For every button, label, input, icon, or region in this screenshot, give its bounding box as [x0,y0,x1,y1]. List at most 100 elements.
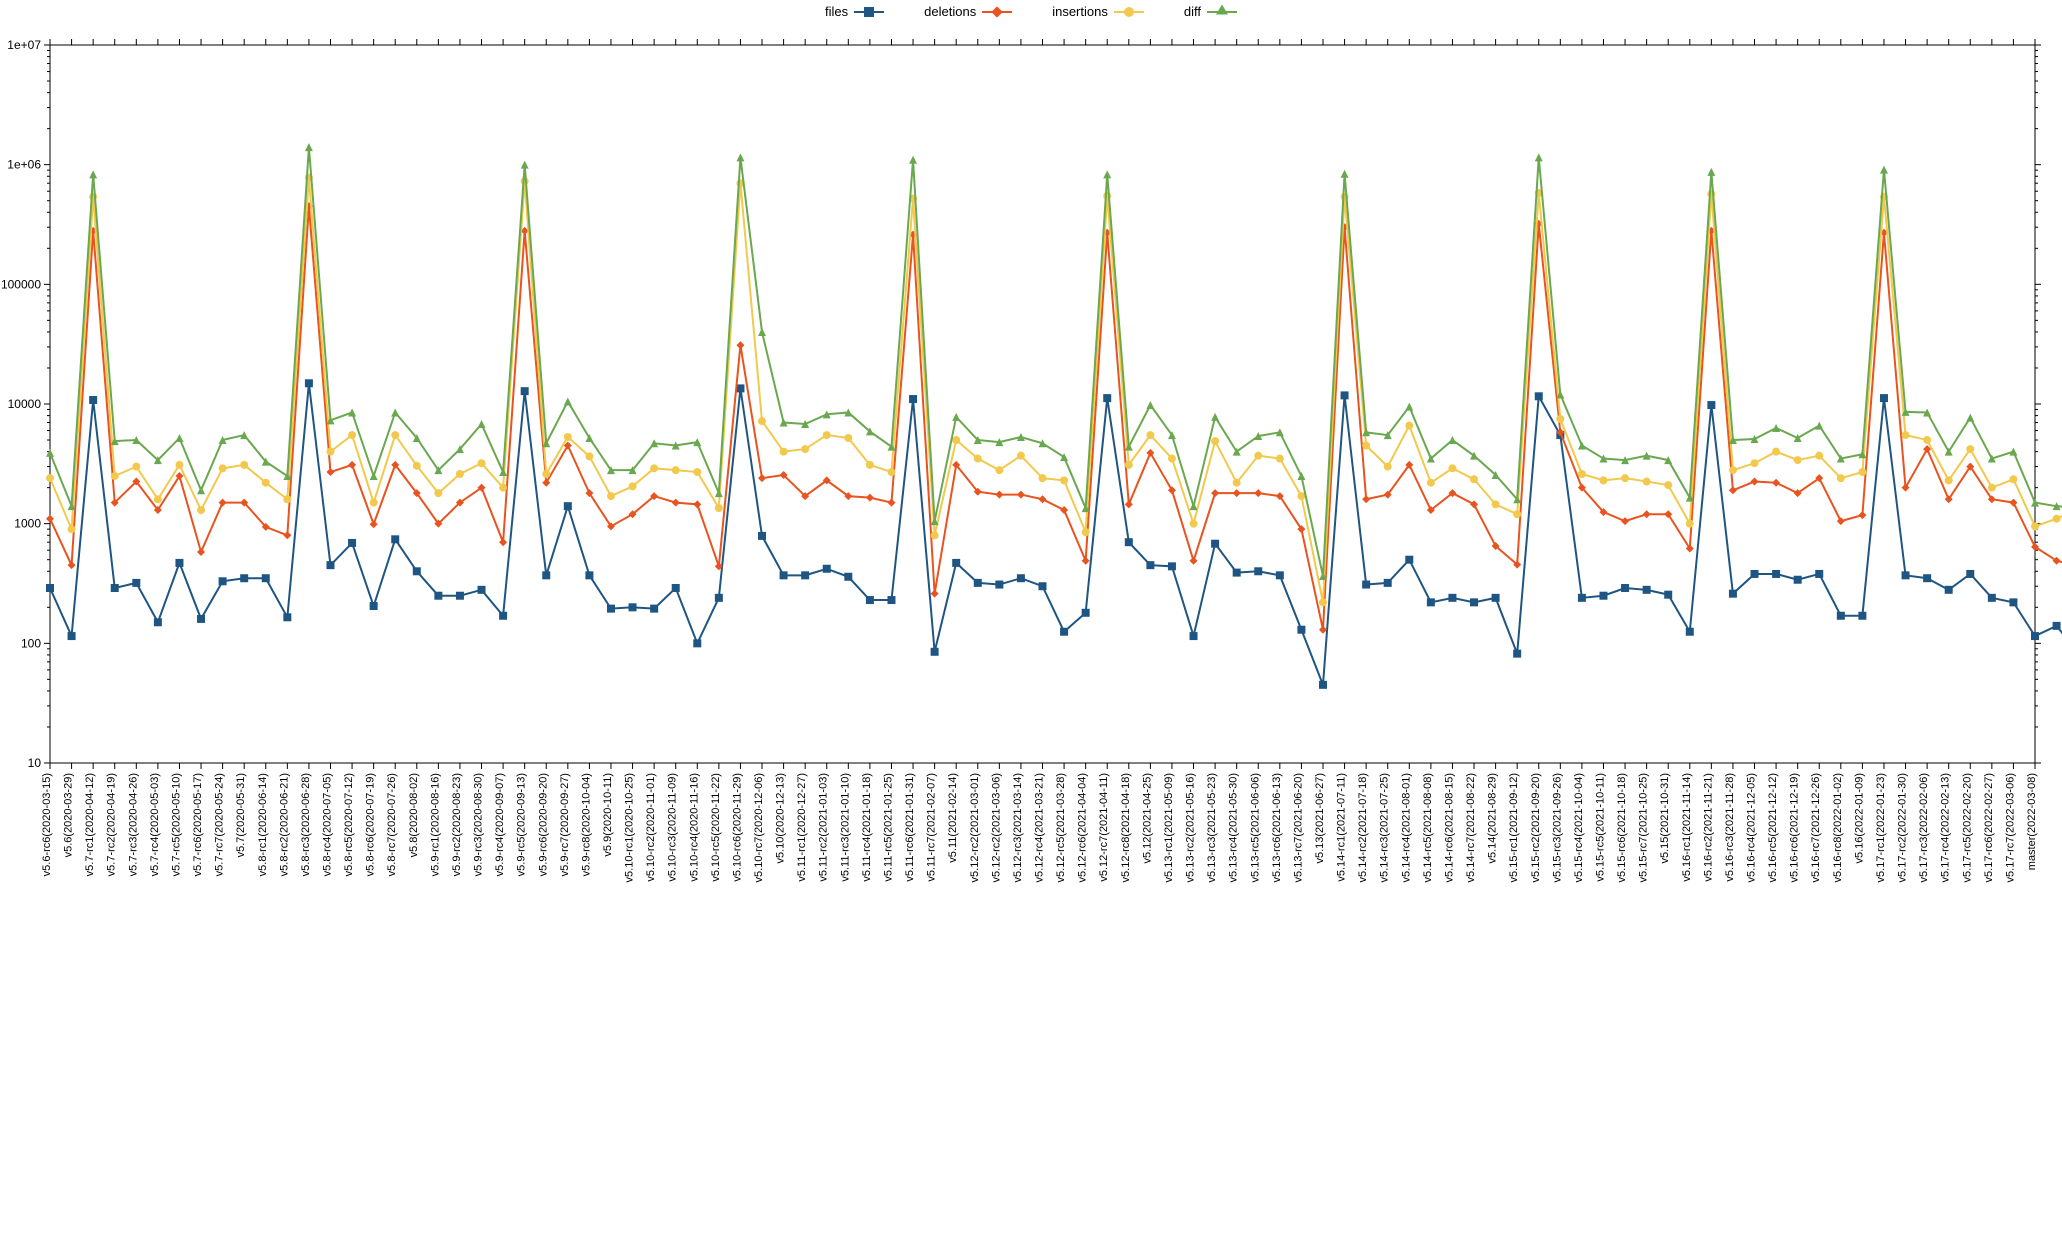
series-marker-diff [1405,403,1413,411]
series-marker-insertions [1319,598,1327,606]
series-marker-diff [564,397,572,405]
series-line-insertions [50,178,2062,603]
series-marker-insertions [715,504,723,512]
series-marker-insertions [542,470,550,478]
series-marker-files [1858,612,1866,620]
series-marker-deletions [2009,499,2017,507]
series-marker-insertions [758,417,766,425]
x-tick-label: v5.12(2021-04-25) [1141,773,1153,864]
x-tick-label: v5.13-rc7(2021-06-20) [1292,773,1304,882]
series-marker-insertions [1858,468,1866,476]
series-marker-files [607,605,615,613]
series-marker-diff [1146,401,1154,409]
x-tick-label: v5.16-rc3(2021-11-28) [1724,773,1736,882]
x-tick-label: v5.12-rc3(2021-03-14) [1012,773,1024,882]
series-marker-deletions [1168,486,1176,494]
x-tick-label: v5.8-rc4(2020-07-05) [321,773,333,876]
x-tick-label: v5.17-rc1(2022-01-23) [1875,773,1887,882]
x-tick-label: v5.7(2020-05-31) [235,773,247,857]
series-marker-files [456,592,464,600]
x-tick-label: v5.15-rc3(2021-09-26) [1551,773,1563,882]
x-tick-label: v5.9-rc4(2020-09-07) [494,773,506,876]
series-marker-files [887,596,895,604]
series-marker-diff [1341,170,1349,178]
series-marker-insertions [780,448,788,456]
x-tick-label: v5.11-rc1(2020-12-27) [796,773,808,882]
chart-svg: 101001000100001000001e+061e+07v5.6-rc6(2… [0,23,2062,1253]
series-marker-insertions [1815,452,1823,460]
x-tick-label: v5.13-rc1(2021-05-09) [1163,773,1175,882]
series-marker-insertions [1772,448,1780,456]
series-marker-insertions [132,463,140,471]
x-tick-label: v5.17-rc7(2022-03-06) [2004,773,2016,882]
x-tick-label: v5.11-rc5(2021-01-25) [882,773,894,882]
x-tick-label: v5.8-rc6(2020-07-19) [365,773,377,876]
series-marker-deletions [197,548,205,556]
series-marker-files [866,596,874,604]
x-tick-label: v5.15-rc7(2021-10-25) [1638,773,1650,882]
series-marker-files [1772,570,1780,578]
series-marker-insertions [1902,431,1910,439]
series-line-files [50,383,2062,688]
series-marker-files [175,559,183,567]
series-marker-insertions [1945,476,1953,484]
series-marker-insertions [1082,528,1090,536]
x-tick-label: v5.12-rc4(2021-03-21) [1034,773,1046,882]
series-line-deletions [50,206,2062,630]
series-line-diff [50,147,2062,576]
x-tick-label: v5.11-rc7(2021-02-07) [926,773,938,882]
series-marker-files [1643,586,1651,594]
series-marker-insertions [370,499,378,507]
series-marker-files [736,384,744,392]
series-marker-deletions [219,499,227,507]
series-marker-insertions [240,461,248,469]
series-marker-insertions [1017,452,1025,460]
series-marker-files [542,571,550,579]
series-marker-insertions [607,492,615,500]
series-marker-diff [1190,502,1198,510]
series-marker-insertions [1923,436,1931,444]
series-marker-files [1190,632,1198,640]
series-marker-insertions [1492,500,1500,508]
series-marker-insertions [1168,455,1176,463]
series-marker-insertions [111,472,119,480]
x-tick-label: v5.8-rc5(2020-07-12) [343,773,355,876]
series-marker-insertions [1190,520,1198,528]
x-tick-label: v5.8-rc2(2020-06-21) [278,773,290,876]
legend-item-files: files [825,4,884,19]
series-marker-deletions [1146,449,1154,457]
series-marker-deletions [1362,495,1370,503]
series-marker-files [219,577,227,585]
x-tick-label: v5.16-rc7(2021-12-26) [1810,773,1822,882]
series-marker-insertions [456,470,464,478]
series-marker-insertions [1966,445,1974,453]
series-marker-deletions [1233,489,1241,497]
series-marker-deletions [283,531,291,539]
series-marker-diff [1966,414,1974,422]
series-marker-deletions [931,590,939,598]
legend-label: files [825,4,848,19]
series-marker-files [68,632,76,640]
x-tick-label: v5.16-rc6(2021-12-19) [1789,773,1801,882]
series-marker-files [931,648,939,656]
series-marker-insertions [1384,463,1392,471]
series-marker-files [89,396,97,404]
series-marker-diff [305,143,313,151]
y-tick-label: 1000 [14,517,41,531]
x-tick-label: v5.16-rc5(2021-12-12) [1767,773,1779,882]
x-tick-label: v5.7-rc4(2020-05-03) [149,773,161,876]
series-marker-files [1039,582,1047,590]
series-marker-insertions [1794,456,1802,464]
series-marker-deletions [1751,478,1759,486]
series-marker-deletions [1060,506,1068,514]
series-marker-files [1017,574,1025,582]
series-marker-files [650,605,658,613]
series-marker-files [2031,632,2039,640]
series-marker-deletions [1254,489,1262,497]
series-marker-files [564,502,572,510]
x-tick-label: v5.9-rc1(2020-08-16) [429,773,441,876]
series-marker-files [154,618,162,626]
legend-label: diff [1184,4,1201,19]
x-tick-label: v5.16-rc4(2021-12-05) [1746,773,1758,882]
series-marker-files [1168,562,1176,570]
